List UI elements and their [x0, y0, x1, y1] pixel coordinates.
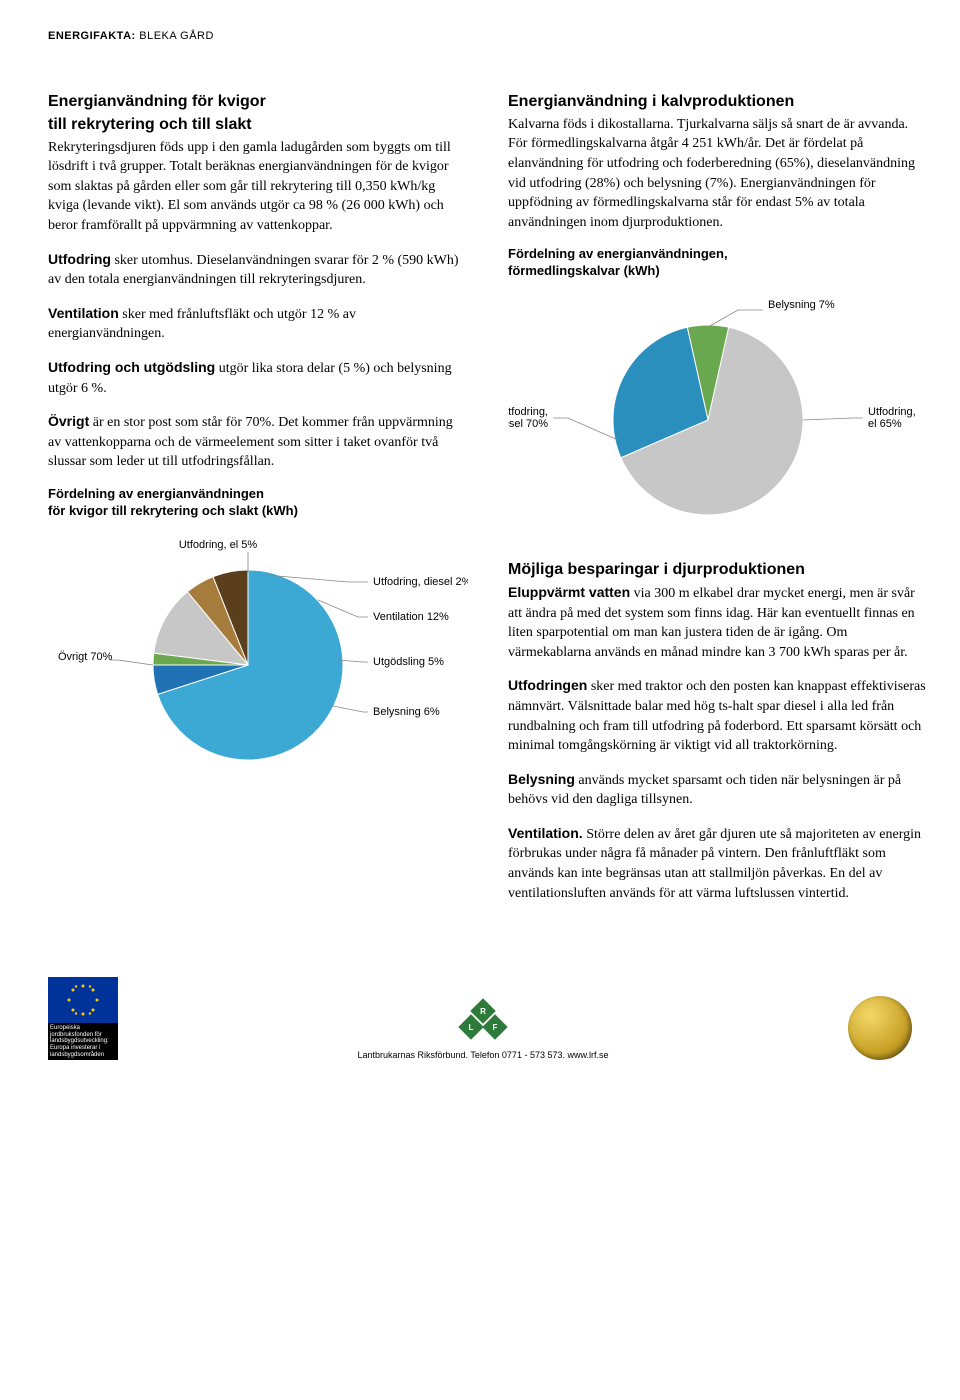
body-paragraph: Övrigt är en stor post som står för 70%.… [48, 412, 468, 472]
body-paragraph: Rekryteringsdjuren föds upp i den gamla … [48, 138, 468, 236]
svg-text:Utfodring, diesel 2%: Utfodring, diesel 2% [373, 576, 468, 588]
chart-title: Fördelning av energianvändningenför kvig… [48, 486, 468, 520]
section-heading: Energianvändning för kvigor [48, 92, 468, 113]
svg-text:Utfodring, el 5%: Utfodring, el 5% [179, 539, 257, 551]
svg-text:Belysning 6%: Belysning 6% [373, 706, 440, 718]
page-header: ENERGIFAKTA: BLEKA GÅRD [48, 30, 912, 42]
run-in-bold: Ventilation. [508, 825, 583, 841]
run-in-bold: Eluppvärmt vatten [508, 584, 630, 600]
pie-chart-kvigor: Övrigt 70% Utfodring, el 5% Utfodring, die… [48, 530, 468, 770]
footer: Europeiska jordbruksfonden för landsbygd… [0, 977, 960, 1080]
chart-title: Fördelning av energianvändningen,förmedl… [508, 246, 928, 280]
svg-text:Övrigt 70%: Övrigt 70% [58, 651, 113, 663]
section-heading: Möjliga besparingar i djurproduktionen [508, 560, 928, 581]
svg-text:Utfodring,el 65%: Utfodring,el 65% [868, 406, 916, 430]
svg-text:F: F [493, 1023, 498, 1032]
body-paragraph: Utfodring sker utomhus. Dieselanvändning… [48, 250, 468, 290]
run-in-bold: Övrigt [48, 413, 89, 429]
left-column: Energianvändning för kvigor till rekryte… [48, 92, 468, 917]
svg-text:Utgödsling 5%: Utgödsling 5% [373, 656, 444, 668]
footer-center: R L F Lantbrukarnas Riksförbund. Telefon… [118, 998, 848, 1060]
run-in-bold: Utfodringen [508, 677, 587, 693]
body-paragraph: Belysning används mycket sparsamt och ti… [508, 770, 928, 810]
eu-logo-block: Europeiska jordbruksfonden för landsbygd… [48, 977, 118, 1060]
body-paragraph: Eluppvärmt vatten via 300 m elkabel drar… [508, 583, 928, 662]
right-column: Energianvändning i kalvproduktionen Kalv… [508, 92, 928, 917]
svg-text:L: L [469, 1023, 474, 1032]
run-in-bold: Belysning [508, 771, 575, 787]
svg-text:Ventilation 12%: Ventilation 12% [373, 611, 449, 623]
section-heading: till rekrytering och till slakt [48, 115, 468, 136]
run-in-bold: Utfodring [48, 251, 111, 267]
footer-text: Lantbrukarnas Riksförbund. Telefon 0771 … [118, 1050, 848, 1060]
run-in-bold: Ventilation [48, 305, 119, 321]
svg-text:Utfodring,diesel 70%: Utfodring,diesel 70% [508, 406, 548, 430]
run-in-bold: Utfodring och utgödsling [48, 359, 215, 375]
svg-text:R: R [480, 1007, 486, 1016]
eu-flag-icon [48, 977, 118, 1023]
body-paragraph: Kalvarna föds i dikostallarna. Tjurkalva… [508, 115, 928, 233]
lrf-logo-icon: R L F [458, 998, 508, 1050]
body-paragraph: Ventilation sker med frånluftsfläkt och … [48, 304, 468, 344]
header-rest: BLEKA GÅRD [136, 30, 214, 42]
body-paragraph: Utfodring och utgödsling utgör lika stor… [48, 358, 468, 398]
pie-chart-kalvar: Belysning 7% Utfodring,el 65% Utfodring,di… [508, 290, 928, 530]
body-text: är en stor post som står för 70%. Det ko… [48, 415, 453, 469]
body-paragraph: Utfodringen sker med traktor och den pos… [508, 676, 928, 755]
eu-caption: Europeiska jordbruksfonden för landsbygd… [48, 1023, 118, 1060]
body-paragraph: Ventilation. Större delen av året går dj… [508, 824, 928, 903]
svg-text:Belysning 7%: Belysning 7% [768, 299, 835, 311]
section-heading: Energianvändning i kalvproduktionen [508, 92, 928, 113]
medal-icon [848, 996, 912, 1060]
header-bold: ENERGIFAKTA: [48, 30, 136, 42]
